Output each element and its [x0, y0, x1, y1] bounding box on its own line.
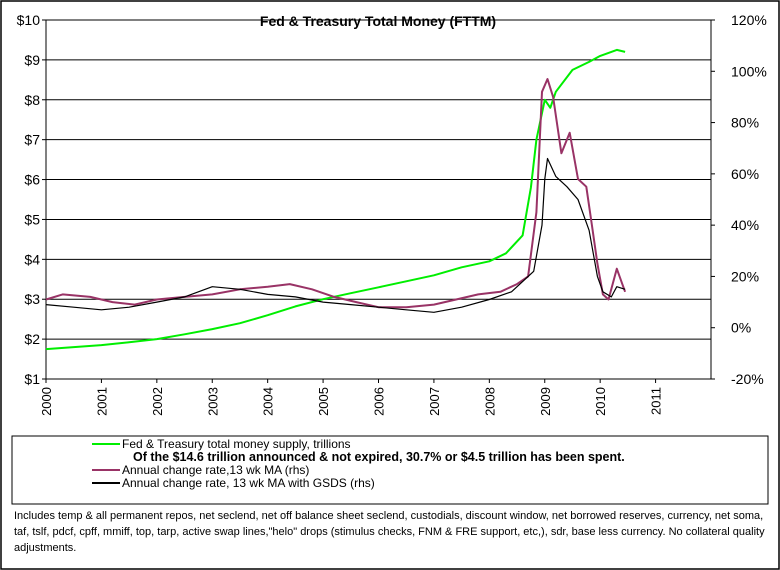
- x-tick-label: 2003: [205, 387, 220, 416]
- left-tick-label: $10: [17, 12, 41, 28]
- left-tick-label: $4: [24, 251, 40, 267]
- x-tick-label: 2008: [482, 387, 497, 416]
- left-tick-label: $3: [24, 291, 40, 307]
- left-tick-label: $2: [24, 331, 40, 347]
- right-tick-label: 40%: [731, 217, 759, 233]
- series-fttm-line: [45, 48, 626, 351]
- x-axis-ticks: 2000 2001 2002 2003 2004 2005 2006 2007 2008 2009…: [39, 379, 664, 416]
- series-annual-change-gsds-line: [45, 157, 626, 313]
- left-tick-label: $8: [24, 92, 40, 108]
- right-tick-label: -20%: [731, 371, 764, 387]
- x-tick-label: 2007: [427, 387, 442, 416]
- x-tick-label: 2009: [538, 387, 553, 416]
- x-tick-label: 2011: [649, 387, 664, 415]
- legend: Fed & Treasury total money supply, trill…: [92, 437, 625, 490]
- legend-box: [11, 435, 769, 505]
- legend-item-annual-change-gsds: Annual change rate, 13 wk MA with GSDS (…: [122, 476, 375, 490]
- legend-item-spent-note: Of the $14.6 trillion announced & not ex…: [133, 450, 625, 464]
- left-tick-label: $7: [24, 132, 40, 148]
- series-layer: [45, 48, 627, 351]
- right-tick-label: 120%: [731, 12, 767, 28]
- x-tick-label: 2000: [39, 387, 54, 416]
- left-tick-label: $1: [24, 371, 40, 387]
- footnote: Includes temp & all permanent repos, net…: [14, 510, 765, 554]
- right-tick-label: 80%: [731, 115, 759, 131]
- legend-item-fttm: Fed & Treasury total money supply, trill…: [122, 437, 351, 451]
- x-tick-label: 2004: [261, 387, 276, 416]
- x-tick-label: 2001: [94, 387, 109, 416]
- right-tick-label: 0%: [731, 320, 751, 336]
- right-tick-label: 100%: [731, 63, 767, 79]
- x-tick-label: 2010: [593, 387, 608, 416]
- x-tick-label: 2005: [316, 387, 331, 416]
- left-tick-label: $9: [24, 52, 40, 68]
- left-axis-ticks: $1 $2 $3 $4 $5 $6 $7 $8 $9 $10: [17, 12, 46, 387]
- chart-title: Fed & Treasury Total Money (FTTM): [260, 13, 496, 29]
- right-tick-label: 20%: [731, 268, 759, 284]
- x-tick-label: 2002: [150, 387, 165, 416]
- right-tick-label: 60%: [731, 166, 759, 182]
- plot-area: [45, 19, 712, 380]
- right-axis-ticks: -20% 0% 20% 40% 60% 80% 100% 120%: [711, 12, 767, 387]
- left-tick-label: $6: [24, 172, 40, 188]
- legend-item-annual-change: Annual change rate,13 wk MA (rhs): [122, 463, 309, 477]
- left-tick-label: $5: [24, 211, 40, 227]
- x-tick-label: 2006: [372, 387, 387, 416]
